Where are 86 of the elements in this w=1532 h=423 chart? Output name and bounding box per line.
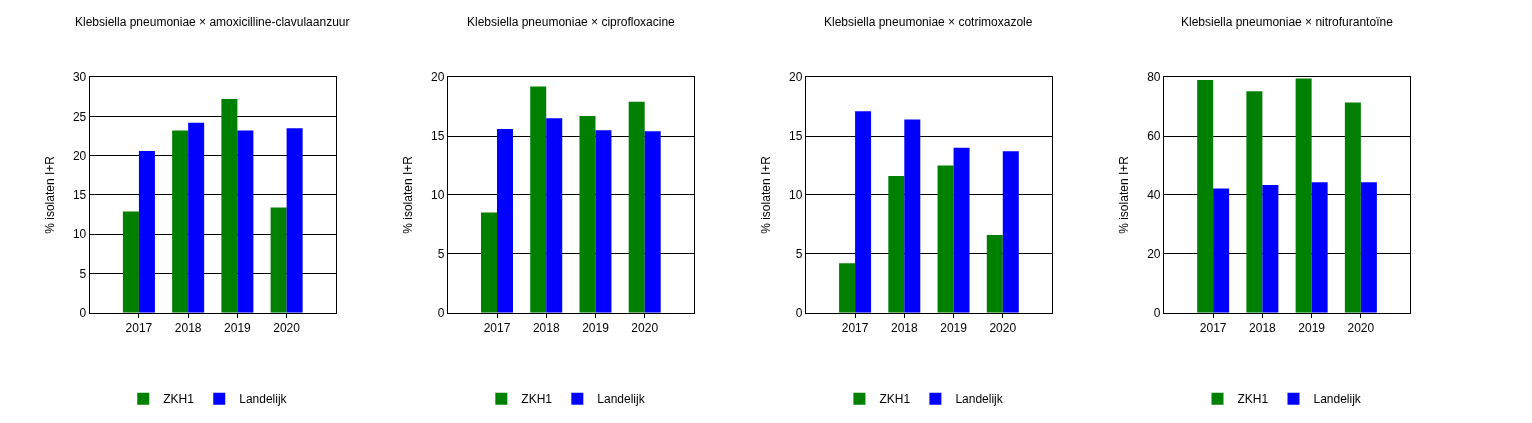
y-tick-label: 20 <box>72 148 87 163</box>
x-tick-label: 2017 <box>483 321 511 336</box>
bar <box>904 119 921 313</box>
legend-label: Landelijk <box>239 392 288 407</box>
x-tick-label: 2020 <box>273 321 301 336</box>
bar <box>188 122 205 313</box>
y-tick-label: 15 <box>72 188 87 203</box>
x-tick-label: 2018 <box>532 321 560 336</box>
bar <box>579 116 596 313</box>
x-tick-label: 2017 <box>841 321 869 336</box>
bar <box>595 130 612 313</box>
x-tick-label: 2019 <box>224 321 252 336</box>
legend-label: Landelijk <box>955 392 1004 407</box>
bar <box>937 165 954 313</box>
x-tick-label: 2018 <box>890 321 918 336</box>
bar <box>839 263 856 313</box>
legend-label: ZKH1 <box>1237 392 1269 407</box>
bar <box>286 128 303 313</box>
bar <box>1295 78 1312 313</box>
bar <box>546 118 563 313</box>
bar <box>480 212 497 313</box>
chart-title: Klebsiella pneumoniae × amoxicilline-clavulaanzuur <box>75 15 350 29</box>
x-tick-label: 2017 <box>1199 321 1227 336</box>
chart-title: Klebsiella pneumoniae × nitrofurantoïne <box>1181 15 1394 29</box>
bar <box>122 211 139 313</box>
y-tick-label: 0 <box>795 305 803 320</box>
bar <box>1344 102 1361 313</box>
y-tick-label: 15 <box>431 129 445 144</box>
chart-title: Klebsiella pneumoniae × ciprofloxacine <box>467 15 676 29</box>
x-tick-label: 2020 <box>631 321 659 336</box>
bar <box>628 101 645 313</box>
bar <box>644 131 661 313</box>
y-tick-label: 20 <box>1147 247 1161 262</box>
bar <box>221 99 238 313</box>
y-tick-label: 20 <box>431 70 445 85</box>
bar <box>1360 182 1377 313</box>
y-tick-label: 10 <box>431 188 445 203</box>
x-tick-label: 2019 <box>940 321 968 336</box>
bar <box>270 207 287 313</box>
y-axis-title: % isolaten I+R <box>401 155 416 234</box>
bar <box>530 86 547 313</box>
bar <box>1246 91 1263 313</box>
bar <box>1197 80 1214 313</box>
bar <box>1002 151 1019 313</box>
x-tick-label: 2018 <box>174 321 202 336</box>
y-tick-label: 5 <box>795 247 803 262</box>
x-tick-label: 2020 <box>989 321 1017 336</box>
bar <box>497 128 513 313</box>
bar <box>1311 182 1328 313</box>
bar <box>172 130 189 313</box>
y-tick-label: 25 <box>72 109 87 124</box>
bar <box>138 150 155 313</box>
y-tick-label: 0 <box>1153 305 1161 320</box>
bar <box>855 111 872 313</box>
y-tick-label: 20 <box>789 70 803 85</box>
chart-title: Klebsiella pneumoniae × cotrimoxazole <box>824 15 1033 29</box>
legend-label: ZKH1 <box>163 392 195 407</box>
y-tick-label: 5 <box>79 266 87 281</box>
bar <box>1213 188 1230 313</box>
y-tick-label: 5 <box>437 247 445 262</box>
x-tick-label: 2019 <box>1298 321 1326 336</box>
y-tick-label: 10 <box>72 227 87 242</box>
y-axis-title: % isolaten I+R <box>759 155 774 234</box>
y-tick-label: 40 <box>1147 188 1161 203</box>
x-tick-label: 2019 <box>582 321 610 336</box>
bar <box>1262 184 1279 313</box>
y-tick-label: 0 <box>79 305 87 320</box>
y-axis-title: % isolaten I+R <box>43 155 58 234</box>
legend-label: Landelijk <box>1313 392 1362 407</box>
bar <box>986 234 1003 313</box>
bar <box>237 130 254 313</box>
x-tick-label: 2020 <box>1347 321 1375 336</box>
y-tick-label: 0 <box>437 305 445 320</box>
legend-label: ZKH1 <box>521 392 553 407</box>
x-tick-label: 2018 <box>1249 321 1277 336</box>
x-tick-label: 2017 <box>125 321 153 336</box>
legend-label: Landelijk <box>597 392 646 407</box>
y-axis-title: % isolaten I+R <box>1117 155 1132 234</box>
y-tick-label: 60 <box>1147 129 1161 144</box>
y-tick-label: 10 <box>789 188 803 203</box>
y-tick-label: 30 <box>72 70 87 85</box>
legend-label: ZKH1 <box>879 392 911 407</box>
bar <box>953 147 970 313</box>
y-tick-label: 80 <box>1147 70 1161 85</box>
bar <box>888 176 905 313</box>
y-tick-label: 15 <box>789 129 803 144</box>
